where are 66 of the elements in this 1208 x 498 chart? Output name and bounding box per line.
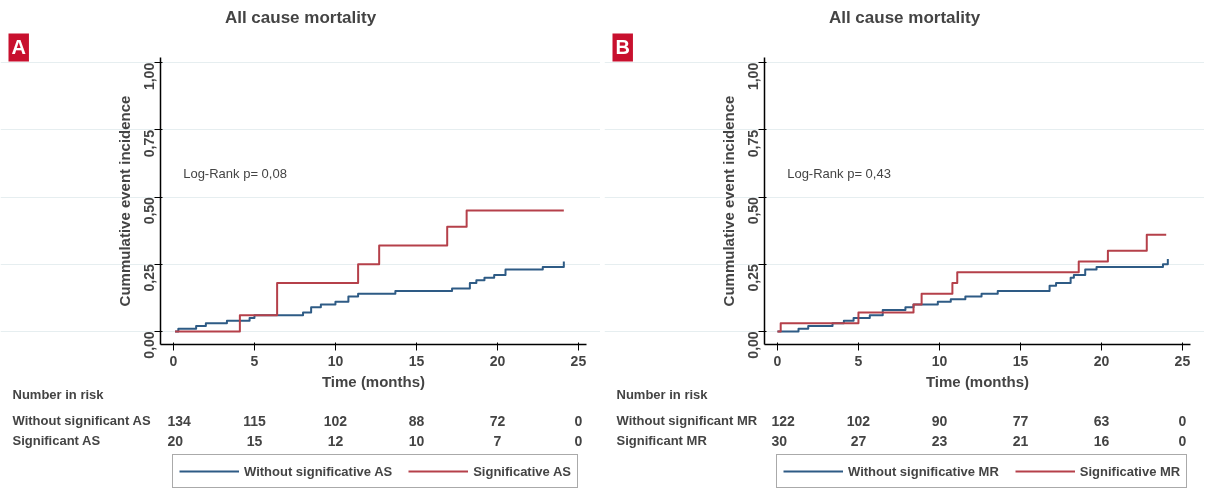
legend-label: Significative AS: [473, 463, 571, 479]
x-tick-label: 25: [1174, 352, 1191, 369]
y-tick-label: 0,75: [745, 129, 762, 158]
text: Number in risk: [616, 387, 709, 403]
x-axis-title: Time (months): [925, 372, 1030, 390]
text: 102: [846, 412, 871, 429]
annotation: Log-Rank p= 0,08: [183, 165, 287, 181]
y-tick-label: 0,00: [745, 331, 762, 359]
y-tick-label: 0,50: [141, 196, 158, 225]
y-axis-title: Cummulative event incidence: [115, 95, 133, 307]
text: 30: [771, 432, 788, 449]
x-tick-label: 20: [489, 352, 506, 369]
x-tick-label: 15: [408, 352, 425, 369]
x-tick-label: 5: [854, 352, 863, 369]
text: 20: [167, 432, 184, 449]
text: 77: [1012, 412, 1029, 429]
x-tick-label: 15: [1012, 352, 1029, 369]
y-tick-label: 1,00: [141, 62, 158, 91]
text: 122: [771, 412, 796, 429]
y-tick-label: 0,75: [141, 129, 158, 158]
legend-label: Without significative MR: [848, 463, 999, 479]
text: Without significant AS: [12, 413, 151, 429]
chart-title: All cause mortality: [224, 7, 377, 27]
x-tick-label: 20: [1093, 352, 1110, 369]
text: 0: [1178, 432, 1187, 449]
text: 115: [243, 412, 266, 429]
y-axis-title: Cummulative event incidence: [719, 95, 737, 307]
text: 7: [493, 432, 502, 449]
y-tick-label: 0,25: [745, 264, 762, 292]
text: 0: [574, 432, 583, 449]
text: 12: [327, 432, 344, 449]
y-tick-label: 0,00: [141, 331, 158, 359]
text: 21: [1012, 432, 1029, 449]
x-tick-label: 10: [931, 352, 948, 369]
text: Significant AS: [12, 433, 101, 449]
y-tick-label: 1,00: [745, 62, 762, 91]
x-axis-title: Time (months): [321, 372, 426, 390]
text: A: [11, 36, 26, 59]
x-tick-label: 25: [570, 352, 587, 369]
text: 10: [408, 432, 425, 449]
text: 102: [323, 412, 348, 429]
text: B: [615, 36, 630, 59]
annotation: Log-Rank p= 0,43: [787, 165, 891, 181]
legend-label: Without significative AS: [244, 463, 393, 479]
text: 0: [574, 412, 583, 429]
text: 0: [1178, 412, 1187, 429]
legend-label: Significative MR: [1079, 463, 1181, 479]
x-tick-label: 0: [773, 352, 782, 369]
y-tick-label: 0,50: [745, 196, 762, 225]
text: 16: [1093, 432, 1110, 449]
text: Significant MR: [616, 433, 708, 449]
text: 63: [1093, 412, 1110, 429]
x-tick-label: 10: [327, 352, 344, 369]
text: 90: [931, 412, 948, 429]
text: 134: [167, 412, 192, 429]
text: 88: [408, 412, 425, 429]
x-tick-label: 5: [250, 352, 259, 369]
text: 15: [246, 432, 263, 449]
text: 72: [489, 412, 506, 429]
text: 27: [850, 432, 867, 449]
text: Without significant MR: [616, 413, 758, 429]
chart-title: All cause mortality: [828, 7, 981, 27]
text: 23: [931, 432, 948, 449]
x-tick-label: 0: [169, 352, 178, 369]
text: Number in risk: [12, 387, 105, 403]
y-tick-label: 0,25: [141, 264, 158, 292]
